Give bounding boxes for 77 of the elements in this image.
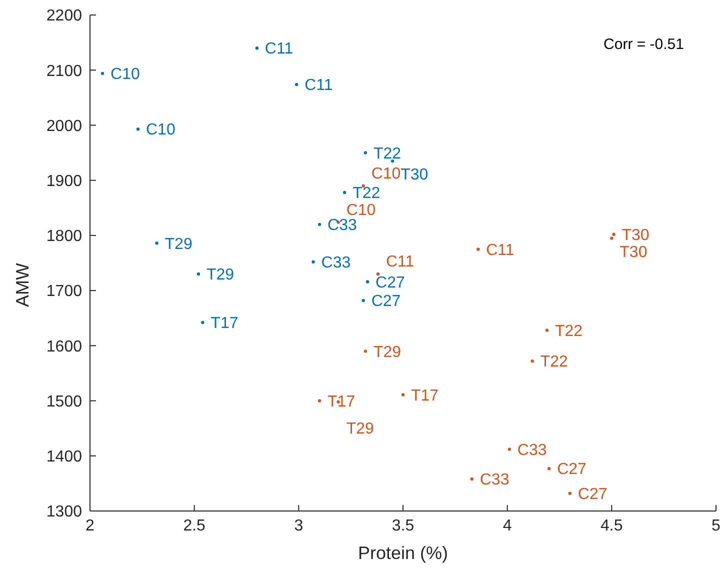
data-label: C11 <box>386 254 414 271</box>
data-label: T30 <box>622 226 650 244</box>
y-axis-title: AMW <box>12 263 32 307</box>
point <box>612 232 616 236</box>
data-label: C33 <box>321 254 351 272</box>
point <box>318 399 322 402</box>
data-label: T29 <box>346 420 374 438</box>
annotation: Corr = -0.51 <box>604 36 684 53</box>
data-label: C27 <box>557 461 587 478</box>
y-tick-label: 1500 <box>46 393 82 410</box>
x-axis-title: Protein (%) <box>358 543 448 563</box>
data-label: T29 <box>164 236 192 253</box>
data-label: C11 <box>486 242 514 259</box>
data-label: T17 <box>411 387 439 404</box>
data-label: T29 <box>206 266 234 284</box>
point <box>318 222 322 226</box>
x-tick-label: 2.5 <box>183 517 206 534</box>
data-label: T22 <box>373 145 402 162</box>
y-tick-label: 2100 <box>46 62 82 80</box>
y-tick-label: 2000 <box>46 118 82 135</box>
data-label: T17 <box>210 315 238 332</box>
point <box>508 448 512 451</box>
data-label: C11 <box>304 77 333 94</box>
point <box>196 272 200 276</box>
point <box>201 320 204 324</box>
data-label: C33 <box>517 442 547 459</box>
data-label: C33 <box>480 472 510 489</box>
data-label: T22 <box>540 354 568 371</box>
data-label: C10 <box>110 66 140 84</box>
data-label: C27 <box>376 274 405 292</box>
point <box>376 272 380 276</box>
x-tick-label: 4.5 <box>600 517 623 534</box>
data-label: T17 <box>328 393 356 410</box>
data-label: C27 <box>371 293 401 310</box>
point <box>255 46 259 50</box>
point <box>364 350 368 353</box>
point <box>342 190 346 194</box>
y-tick-label: 1900 <box>46 173 82 190</box>
point <box>364 151 368 154</box>
y-tick-label: 1400 <box>46 448 82 466</box>
point <box>530 360 534 363</box>
data-label: C27 <box>578 486 608 503</box>
data-label: C11 <box>264 40 294 58</box>
point <box>100 72 104 76</box>
y-tick-label: 1700 <box>46 283 82 300</box>
point <box>362 298 365 302</box>
x-tick-label: 3 <box>294 517 304 534</box>
point <box>294 82 298 86</box>
x-tick-label: 3.5 <box>392 517 414 534</box>
data-label: C33 <box>328 217 357 234</box>
point <box>470 477 474 481</box>
data-label: T30 <box>620 244 648 261</box>
point <box>366 280 370 284</box>
data-label: T22 <box>554 322 583 340</box>
data-label: C10 <box>371 165 401 182</box>
data-label: T29 <box>373 344 402 361</box>
point <box>610 236 614 240</box>
x-tick-label: 4 <box>502 517 512 534</box>
x-tick-label: 2 <box>86 517 95 534</box>
x-tick-label: 5 <box>712 517 721 534</box>
point <box>547 466 551 470</box>
point <box>390 159 394 163</box>
point <box>155 242 158 245</box>
point <box>401 393 405 396</box>
point <box>545 328 549 332</box>
y-tick-label: 2200 <box>46 8 82 25</box>
data-label: C10 <box>346 202 376 219</box>
point <box>568 492 572 495</box>
y-tick-label: 1800 <box>46 228 82 246</box>
point <box>312 260 315 264</box>
data-label: C10 <box>146 122 176 139</box>
y-tick-label: 1600 <box>46 338 82 356</box>
data-label: T30 <box>400 166 428 184</box>
point <box>136 127 140 131</box>
y-tick-label: 1300 <box>46 504 82 521</box>
point <box>476 248 480 251</box>
data-label: T22 <box>352 185 380 202</box>
